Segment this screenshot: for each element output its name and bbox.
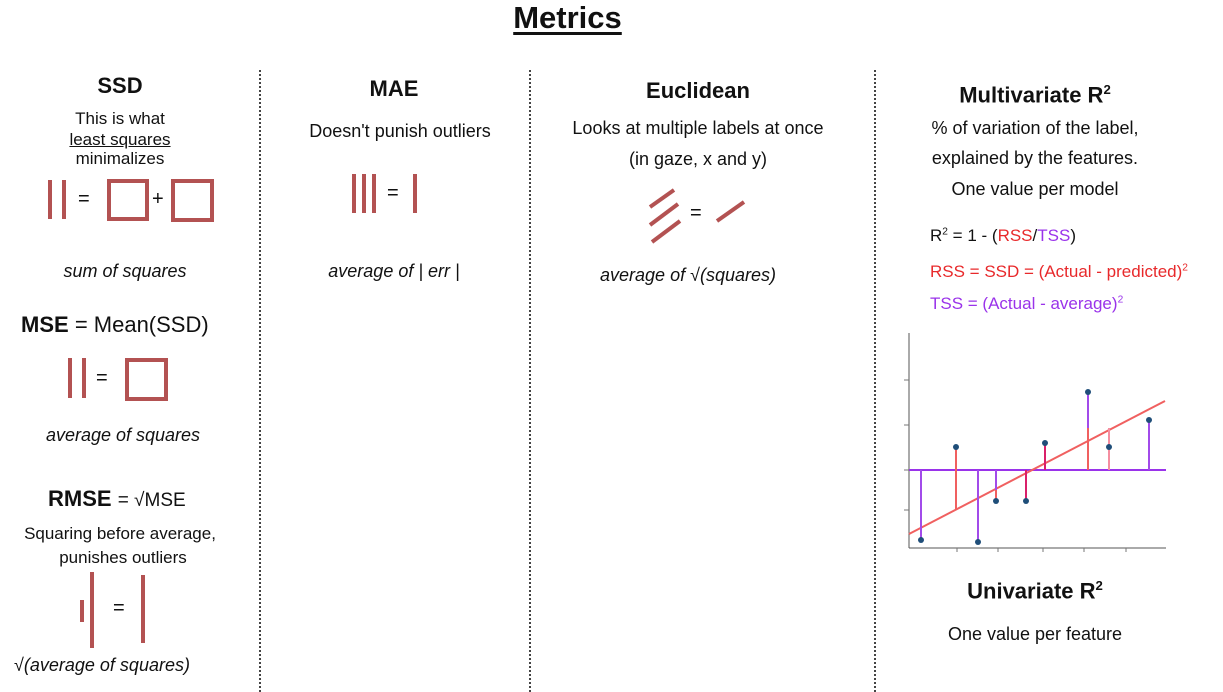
r2-slash: / xyxy=(1032,226,1038,245)
mid-bar-icon xyxy=(141,575,145,643)
column-divider xyxy=(529,70,531,692)
plot-y-ticks xyxy=(904,379,909,511)
univariate-description: One value per feature xyxy=(947,624,1123,644)
square-icon xyxy=(171,179,214,222)
diagonal-error-icon xyxy=(648,188,676,209)
page-title: Metrics xyxy=(513,0,622,35)
tss-formula-sup: 2 xyxy=(1117,294,1124,306)
rmse-caption: √(average of squares) xyxy=(14,655,190,675)
equals-sign: = xyxy=(113,597,125,619)
euclidean-caption: average of √(squares) xyxy=(600,265,776,285)
euclidean-line-1: Looks at multiple labels at once xyxy=(572,118,824,138)
euclidean-line-2: (in gaze, x and y) xyxy=(628,149,768,169)
rss-formula-text: RSS = SSD = (Actual - predicted) xyxy=(930,262,1183,281)
univariate-heading-sup: 2 xyxy=(1095,578,1103,593)
multivariate-heading-text: Multivariate R xyxy=(959,82,1104,108)
r2-formula: R2 = 1 - (RSS/TSS) xyxy=(930,226,1076,246)
r2-sup: 2 xyxy=(942,226,948,238)
multivariate-line-1: % of variation of the label, xyxy=(931,118,1139,138)
rmse-line-1: Squaring before average, xyxy=(24,524,216,543)
error-bar-icon xyxy=(372,174,376,213)
error-bar-icon xyxy=(48,180,52,219)
error-bar-icon xyxy=(68,358,72,398)
r2-formula-prefix: = 1 - ( xyxy=(947,226,998,245)
univariate-heading: Univariate R2 xyxy=(880,578,1190,604)
tss-term: TSS xyxy=(1037,226,1071,245)
error-bar-icon xyxy=(82,358,86,398)
mae-description: Doesn't punish outliers xyxy=(309,121,491,141)
tss-formula-text: TSS = (Actual - average) xyxy=(930,294,1118,313)
diagonal-error-icon xyxy=(648,202,680,227)
column-divider xyxy=(259,70,261,692)
mse-definition: = Mean(SSD) xyxy=(74,312,209,337)
multivariate-line-3: One value per model xyxy=(951,179,1119,199)
square-icon xyxy=(107,179,149,221)
multivariate-line-2: explained by the features. xyxy=(931,148,1139,168)
tss-formula: TSS = (Actual - average)2 xyxy=(930,294,1123,314)
ssd-caption: sum of squares xyxy=(63,261,187,281)
regression-line xyxy=(908,400,1166,535)
error-bar-icon xyxy=(352,174,356,213)
mae-heading: MAE xyxy=(369,76,419,101)
rss-term: RSS xyxy=(997,226,1033,245)
rmse-line-2: punishes outliers xyxy=(59,548,187,567)
mse-heading: MSE xyxy=(21,312,69,337)
regression-residuals-plot xyxy=(904,333,1166,552)
tall-bar-icon xyxy=(90,572,94,648)
euclidean-heading: Euclidean xyxy=(646,78,750,103)
mse-caption: average of squares xyxy=(45,425,201,445)
ssd-heading: SSD xyxy=(97,73,143,98)
ssd-line-3: minimalizes xyxy=(75,149,165,168)
ssd-line-2: least squares xyxy=(69,130,171,149)
r2-symbol: R xyxy=(930,226,943,245)
mse-heading-row: MSE = Mean(SSD) xyxy=(21,312,209,338)
equals-sign: = xyxy=(387,182,399,204)
equals-sign: = xyxy=(78,188,90,210)
rss-formula: RSS = SSD = (Actual - predicted)2 xyxy=(930,262,1188,282)
mae-caption: average of | err | xyxy=(328,261,460,281)
diagonal-error-icon xyxy=(650,219,682,244)
residual-segments xyxy=(920,392,1150,542)
diagonal-result-icon xyxy=(715,200,746,223)
r2-close-paren: ) xyxy=(1070,226,1076,245)
error-bar-icon xyxy=(413,174,417,213)
rmse-heading-row: RMSE = √MSE xyxy=(48,486,186,512)
multivariate-heading: Multivariate R2 xyxy=(880,82,1190,108)
square-icon xyxy=(125,358,168,401)
rss-formula-sup: 2 xyxy=(1182,262,1188,274)
data-points xyxy=(918,389,1152,545)
error-bar-icon xyxy=(362,174,366,213)
plot-x-ticks xyxy=(956,548,1127,552)
equals-sign: = xyxy=(690,202,702,224)
error-bar-icon xyxy=(62,180,66,219)
equals-sign: = xyxy=(96,367,108,389)
multivariate-heading-sup: 2 xyxy=(1103,82,1111,97)
euclidean-equation-icon xyxy=(648,188,746,244)
rmse-heading: RMSE xyxy=(48,486,112,511)
column-divider xyxy=(874,70,876,692)
plus-sign: + xyxy=(152,188,164,210)
univariate-heading-text: Univariate R xyxy=(967,578,1096,604)
short-bar-icon xyxy=(80,600,84,622)
rmse-definition: = √MSE xyxy=(117,490,186,511)
ssd-line-1: This is what xyxy=(75,109,165,128)
